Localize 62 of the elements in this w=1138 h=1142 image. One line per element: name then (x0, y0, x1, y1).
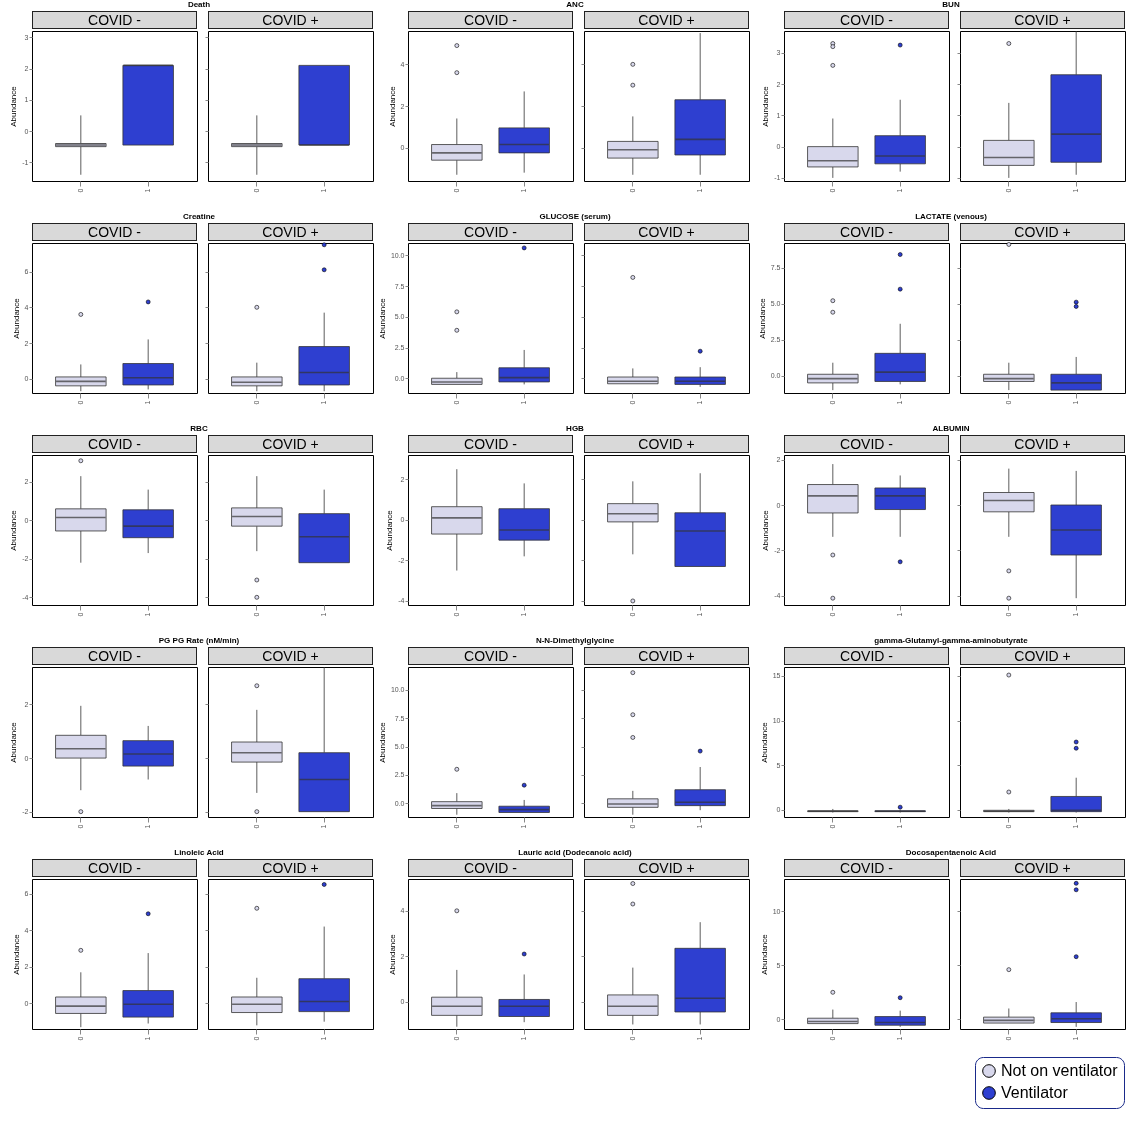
y-axis-title: Abundance (377, 721, 387, 763)
y-axis-title: Abundance (9, 721, 19, 763)
chart-title: Docosapentaenoic Acid (905, 848, 997, 857)
y-axis-title: Abundance (759, 721, 769, 763)
chart-subtitle: COVID - (32, 859, 197, 877)
y-axis-title: Abundance (761, 85, 771, 127)
chart-subtitle: COVID + (960, 435, 1125, 453)
y-axis-title: Abundance (377, 297, 387, 339)
chart-subtitle: COVID + (960, 859, 1125, 877)
chart-title: LACTATE (venous) (915, 212, 987, 221)
chart-subtitle: COVID + (960, 647, 1125, 665)
chart-subtitle: COVID - (408, 859, 573, 877)
chart-subtitle: COVID + (584, 647, 749, 665)
y-axis-title: Abundance (11, 933, 21, 975)
chart-subtitle: COVID - (408, 647, 573, 665)
chart-subtitle: COVID - (784, 223, 949, 241)
chart-title: N-N-Dimethylglycine (535, 636, 615, 645)
chart-subtitle: COVID + (584, 435, 749, 453)
chart-title: Death (187, 0, 211, 9)
chart-title: Linoleic Acid (174, 848, 224, 857)
chart-subtitle: COVID - (784, 435, 949, 453)
y-axis-title: Abundance (11, 297, 21, 339)
chart-title: GLUCOSE (serum) (539, 212, 611, 221)
chart-title: PG PG Rate (nM/min) (158, 636, 240, 645)
chart-subtitle: COVID + (584, 11, 749, 29)
y-axis-title: Abundance (387, 85, 397, 127)
chart-subtitle: COVID - (32, 435, 197, 453)
chart-title: BUN (942, 0, 960, 9)
chart-title: Creatine (182, 212, 216, 221)
y-axis-title: Abundance (9, 85, 19, 127)
chart-subtitle: COVID + (960, 11, 1125, 29)
y-axis-title: Abundance (759, 933, 769, 975)
chart-subtitle: COVID + (584, 223, 749, 241)
legend-label: Ventilator (1001, 1084, 1069, 1101)
chart-title: ANC (566, 0, 584, 9)
chart-subtitle: COVID - (408, 11, 573, 29)
y-axis-title: Abundance (9, 509, 19, 551)
legend-label: Not on ventilator (1001, 1062, 1119, 1079)
chart-subtitle: COVID - (784, 11, 949, 29)
chart-title: gamma-Glutamyl-gamma-aminobutyrate (874, 636, 1028, 645)
y-axis-title: Abundance (761, 509, 771, 551)
chart-subtitle: COVID + (208, 859, 373, 877)
y-axis-title: Abundance (387, 933, 397, 975)
chart-subtitle: COVID + (584, 859, 749, 877)
chart-subtitle: COVID - (32, 11, 197, 29)
chart-title: ALBUMIN (932, 424, 970, 433)
chart-subtitle: COVID + (960, 223, 1125, 241)
chart-title: Lauric acid (Dodecanoic acid) (518, 848, 632, 857)
chart-subtitle: COVID - (408, 223, 573, 241)
chart-subtitle: COVID - (784, 859, 949, 877)
chart-subtitle: COVID + (208, 435, 373, 453)
chart-subtitle: COVID - (784, 647, 949, 665)
chart-title: RBC (190, 424, 208, 433)
chart-subtitle: COVID + (208, 11, 373, 29)
chart-title: HGB (566, 424, 584, 433)
y-axis-title: Abundance (757, 297, 767, 339)
chart-subtitle: COVID - (32, 223, 197, 241)
chart-subtitle: COVID + (208, 647, 373, 665)
chart-subtitle: COVID - (32, 647, 197, 665)
chart-subtitle: COVID - (408, 435, 573, 453)
chart-subtitle: COVID + (208, 223, 373, 241)
y-axis-title: Abundance (385, 509, 395, 551)
